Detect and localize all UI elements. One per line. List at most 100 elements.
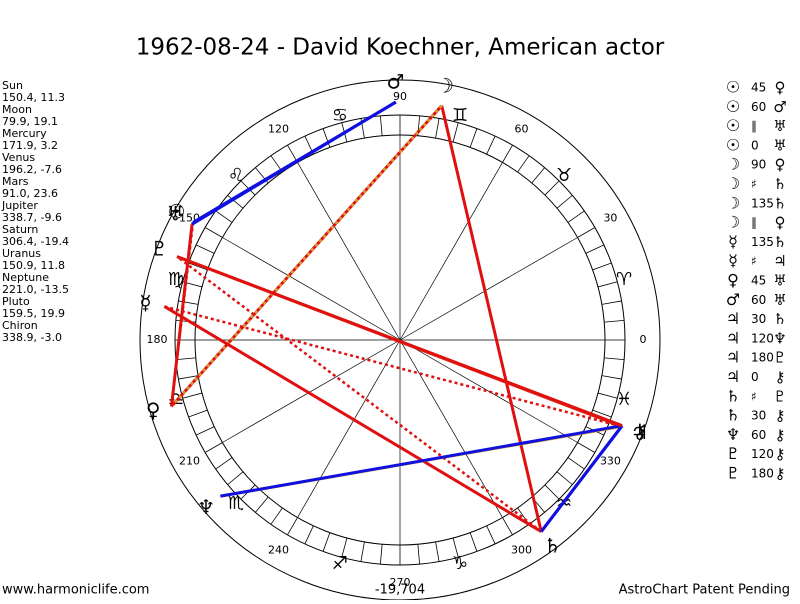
aspect-from: ☿ [728,232,738,251]
hatch-tick [602,376,622,379]
aspect-from: ♀ [727,271,739,290]
aspect-angle: 135 [751,196,774,210]
hatch-tick [216,211,232,222]
aspect-angle: 30 [751,409,766,423]
aspect-angle: ∥ [751,216,757,230]
degree-label: 60 [515,123,529,136]
aspect-angle: 135 [751,235,774,249]
aspect-to: ♅ [773,272,786,290]
hatch-tick [418,544,420,564]
hatch-tick [503,518,513,535]
aspect-from: ♆ [726,425,740,444]
aspect-to: ♄ [773,175,786,193]
aspect-to: ♆ [773,329,786,347]
degree-label: 180 [147,333,168,346]
aspect-to: ♂ [773,98,786,116]
aspect-to: ♄ [773,310,786,328]
aspect-angle: 45 [751,81,766,95]
aspect-angle: 0 [751,370,759,384]
hatch-tick [586,245,604,253]
planet-glyph: ♄ [544,533,562,557]
degree-label: 210 [179,455,200,468]
aspect-line [192,102,396,224]
hatch-tick [568,211,584,222]
aspect-from: ☽ [726,213,740,232]
aspect-from: ♄ [726,406,740,425]
spoke [400,340,578,443]
zodiac-sign: ♈ [616,269,632,290]
aspect-to: ♄ [773,194,786,212]
planet-glyph: ♂ [387,70,405,94]
aspect-angle: 120 [751,447,774,461]
chart-title: 1962-08-24 - David Koechner, American ac… [136,35,665,61]
aspect-line [164,306,621,426]
zodiac-sign: ♓ [616,389,632,410]
hatch-tick [323,533,330,552]
planet-glyph: ♆ [197,495,215,519]
hatch-tick [578,443,595,453]
aspect-angle: 0 [751,138,759,152]
hatch-tick [598,282,617,287]
spoke [298,340,401,518]
aspect-from: ♃ [726,328,740,347]
planet-glyph: ⚷ [632,419,647,443]
planet-glyph: ♇ [150,236,168,260]
aspect-from: ♇ [726,444,740,463]
hatch-tick [503,145,513,162]
zodiac-sign: ♊ [452,105,468,126]
aspect-to: ♅ [773,291,786,309]
aspect-to: ♃ [773,252,786,270]
hatch-tick [361,542,364,562]
planet-glyph: ♀ [146,398,161,422]
aspect-to: ⚷ [775,407,786,425]
aspect-from: ☉ [726,116,740,135]
aspect-angle: 60 [751,100,766,114]
aspect-from: ♄ [726,386,740,405]
hatch-tick [196,245,214,253]
hatch-tick [178,301,198,304]
hatch-tick [271,508,282,524]
hatch-tick [255,497,268,512]
planet-glyph: ☿ [139,290,151,314]
planet-glyph: ☽ [436,73,454,97]
aspect-angle: 90 [751,158,766,172]
hatch-tick [470,129,477,148]
degree-label: 0 [640,333,647,346]
hatch-tick [216,458,232,469]
hatch-tick [196,427,214,435]
aspect-from: ☿ [728,251,738,270]
aspect-to: ♀ [775,156,786,174]
hatch-tick [183,393,202,398]
hatch-tick [578,228,595,238]
hatch-tick [436,118,439,138]
zodiac-sign: ♑ [452,553,468,574]
aspect-to: ⚷ [775,445,786,463]
hatch-tick [532,168,545,183]
degree-label: 300 [511,543,532,556]
hatch-tick [602,301,622,304]
aspect-to: ♀ [775,214,786,232]
hatch-tick [288,518,298,535]
aspect-to: ♇ [773,387,786,405]
degree-label: 240 [268,543,289,556]
spoke [400,238,578,341]
hatch-tick [568,458,584,469]
aspect-line [220,426,622,496]
planet-glyph: ♅ [166,202,184,226]
aspect-to: ♅ [773,136,786,154]
aspect-angle: ∥ [751,119,757,133]
aspect-from: ☽ [726,193,740,212]
aspect-from: ☽ [726,155,740,174]
hatch-tick [436,542,439,562]
aspect-from: ♃ [726,309,740,328]
hatch-tick [518,156,529,172]
hatch-tick [593,263,612,270]
hatch-tick [228,472,243,485]
aspect-angle: 60 [751,428,766,442]
aspect-from: ☉ [726,135,740,154]
aspect-line [541,426,622,532]
aspect-from: ♂ [726,290,740,309]
aspect-from: ♇ [726,464,740,483]
degree-label: 30 [603,212,617,225]
